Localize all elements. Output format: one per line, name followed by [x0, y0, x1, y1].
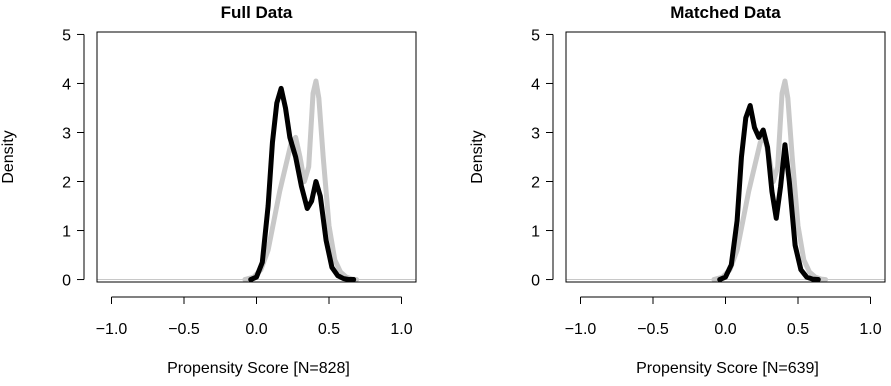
density-line-series-2: [717, 103, 821, 283]
y-tick-label: 3: [531, 125, 540, 142]
x-axis-label: Propensity Score [N=639]: [636, 360, 819, 377]
x-tick-label: 0.0: [245, 321, 267, 338]
x-tick-label: 0.5: [787, 321, 809, 338]
y-tick-label: 4: [531, 76, 540, 93]
y-axis-label: Density: [469, 130, 486, 183]
plot-frame: [565, 31, 886, 283]
y-tick-label: 1: [531, 224, 540, 241]
plot-frame: [96, 31, 417, 283]
chart-title: Full Data: [221, 3, 293, 22]
chart-title: Matched Data: [670, 3, 781, 22]
x-tick-label: −0.5: [637, 321, 669, 338]
y-tick-label: 4: [62, 76, 71, 93]
y-tick-label: 2: [531, 175, 540, 192]
y-tick-label: 0: [531, 273, 540, 290]
x-tick-label: −0.5: [168, 321, 200, 338]
y-tick-label: 0: [62, 273, 71, 290]
x-axis-label: Propensity Score [N=828]: [167, 360, 350, 377]
y-tick-label: 3: [62, 125, 71, 142]
y-tick-label: 5: [531, 27, 540, 44]
x-tick-label: 1.0: [859, 321, 881, 338]
chart-panel-2: Matched Data −1.0 −0.5 0.0 0.5 1.0 0 1 2 3 4 5 Prope…: [469, 3, 886, 377]
y-axis-label: Density: [0, 130, 17, 183]
chart-panel-1: Full Data −1.0 −0.5 0.0 0.5 1.0 0 1 2 3 4 5 Propensi…: [0, 3, 417, 377]
y-tick-label: 2: [62, 175, 71, 192]
x-tick-label: 0.0: [714, 321, 736, 338]
density-line-series-1: [711, 78, 829, 283]
x-tick-label: 0.5: [318, 321, 340, 338]
x-tick-label: −1.0: [565, 321, 597, 338]
y-tick-label: 5: [62, 27, 71, 44]
density-line-series-2: [248, 85, 357, 283]
x-tick-label: −1.0: [96, 321, 128, 338]
density-line-series-1: [242, 78, 360, 283]
y-tick-label: 1: [62, 224, 71, 241]
x-tick-label: 1.0: [390, 321, 412, 338]
